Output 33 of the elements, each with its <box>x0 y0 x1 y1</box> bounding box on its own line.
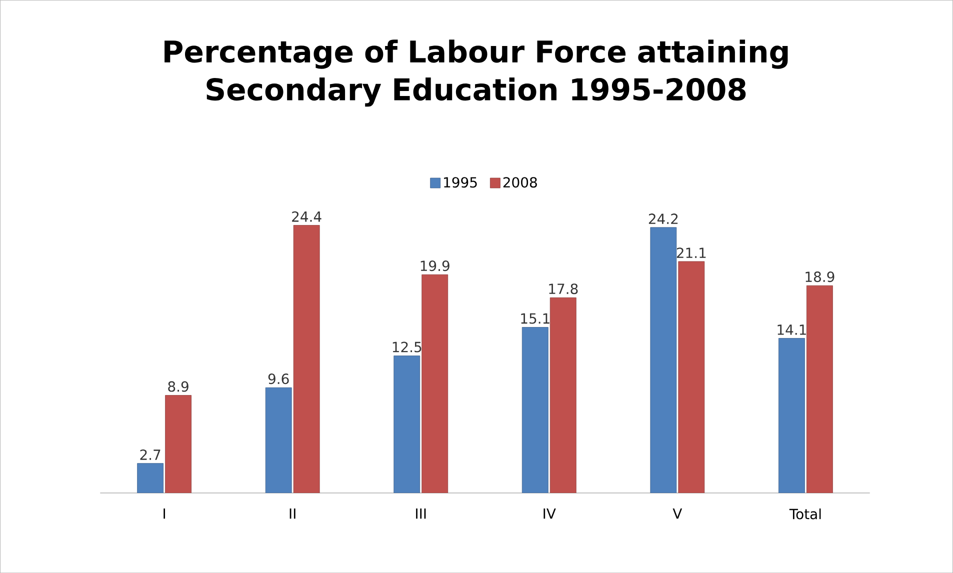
legend-label: 1995 <box>444 177 477 188</box>
data-label: 21.1 <box>676 248 706 258</box>
data-label: 12.5 <box>392 342 422 352</box>
bar <box>422 274 448 493</box>
bar <box>650 227 677 493</box>
data-label: 2.7 <box>140 449 160 460</box>
x-tick-label: Total <box>789 508 821 520</box>
bar <box>137 463 164 493</box>
bar <box>806 285 833 493</box>
data-label: 19.9 <box>420 260 450 272</box>
bar <box>778 338 805 493</box>
x-tick-label: V <box>672 508 682 519</box>
x-tick-label: IV <box>544 508 556 519</box>
data-label: 17.8 <box>549 284 578 294</box>
legend-label: 2008 <box>503 177 537 188</box>
bar <box>293 224 320 493</box>
data-label: 24.2 <box>648 213 678 224</box>
data-label: 24.4 <box>292 211 322 222</box>
x-tick-label: I <box>164 508 165 519</box>
bar <box>522 327 548 493</box>
data-label: 9.6 <box>268 374 289 384</box>
bar <box>394 356 420 493</box>
chart-title: Percentage of Labour Force attaining Secondary Education 1995-2008 <box>164 40 788 107</box>
bar <box>550 297 576 493</box>
data-label: 14.1 <box>778 324 806 335</box>
data-label: 8.9 <box>168 381 188 392</box>
x-tick-label: III <box>416 508 426 519</box>
bar <box>678 261 705 493</box>
bar <box>165 395 192 493</box>
data-label: 15.1 <box>521 313 550 324</box>
bar <box>265 387 292 493</box>
x-tick-label: II <box>290 508 296 519</box>
data-label: 18.9 <box>806 271 834 282</box>
